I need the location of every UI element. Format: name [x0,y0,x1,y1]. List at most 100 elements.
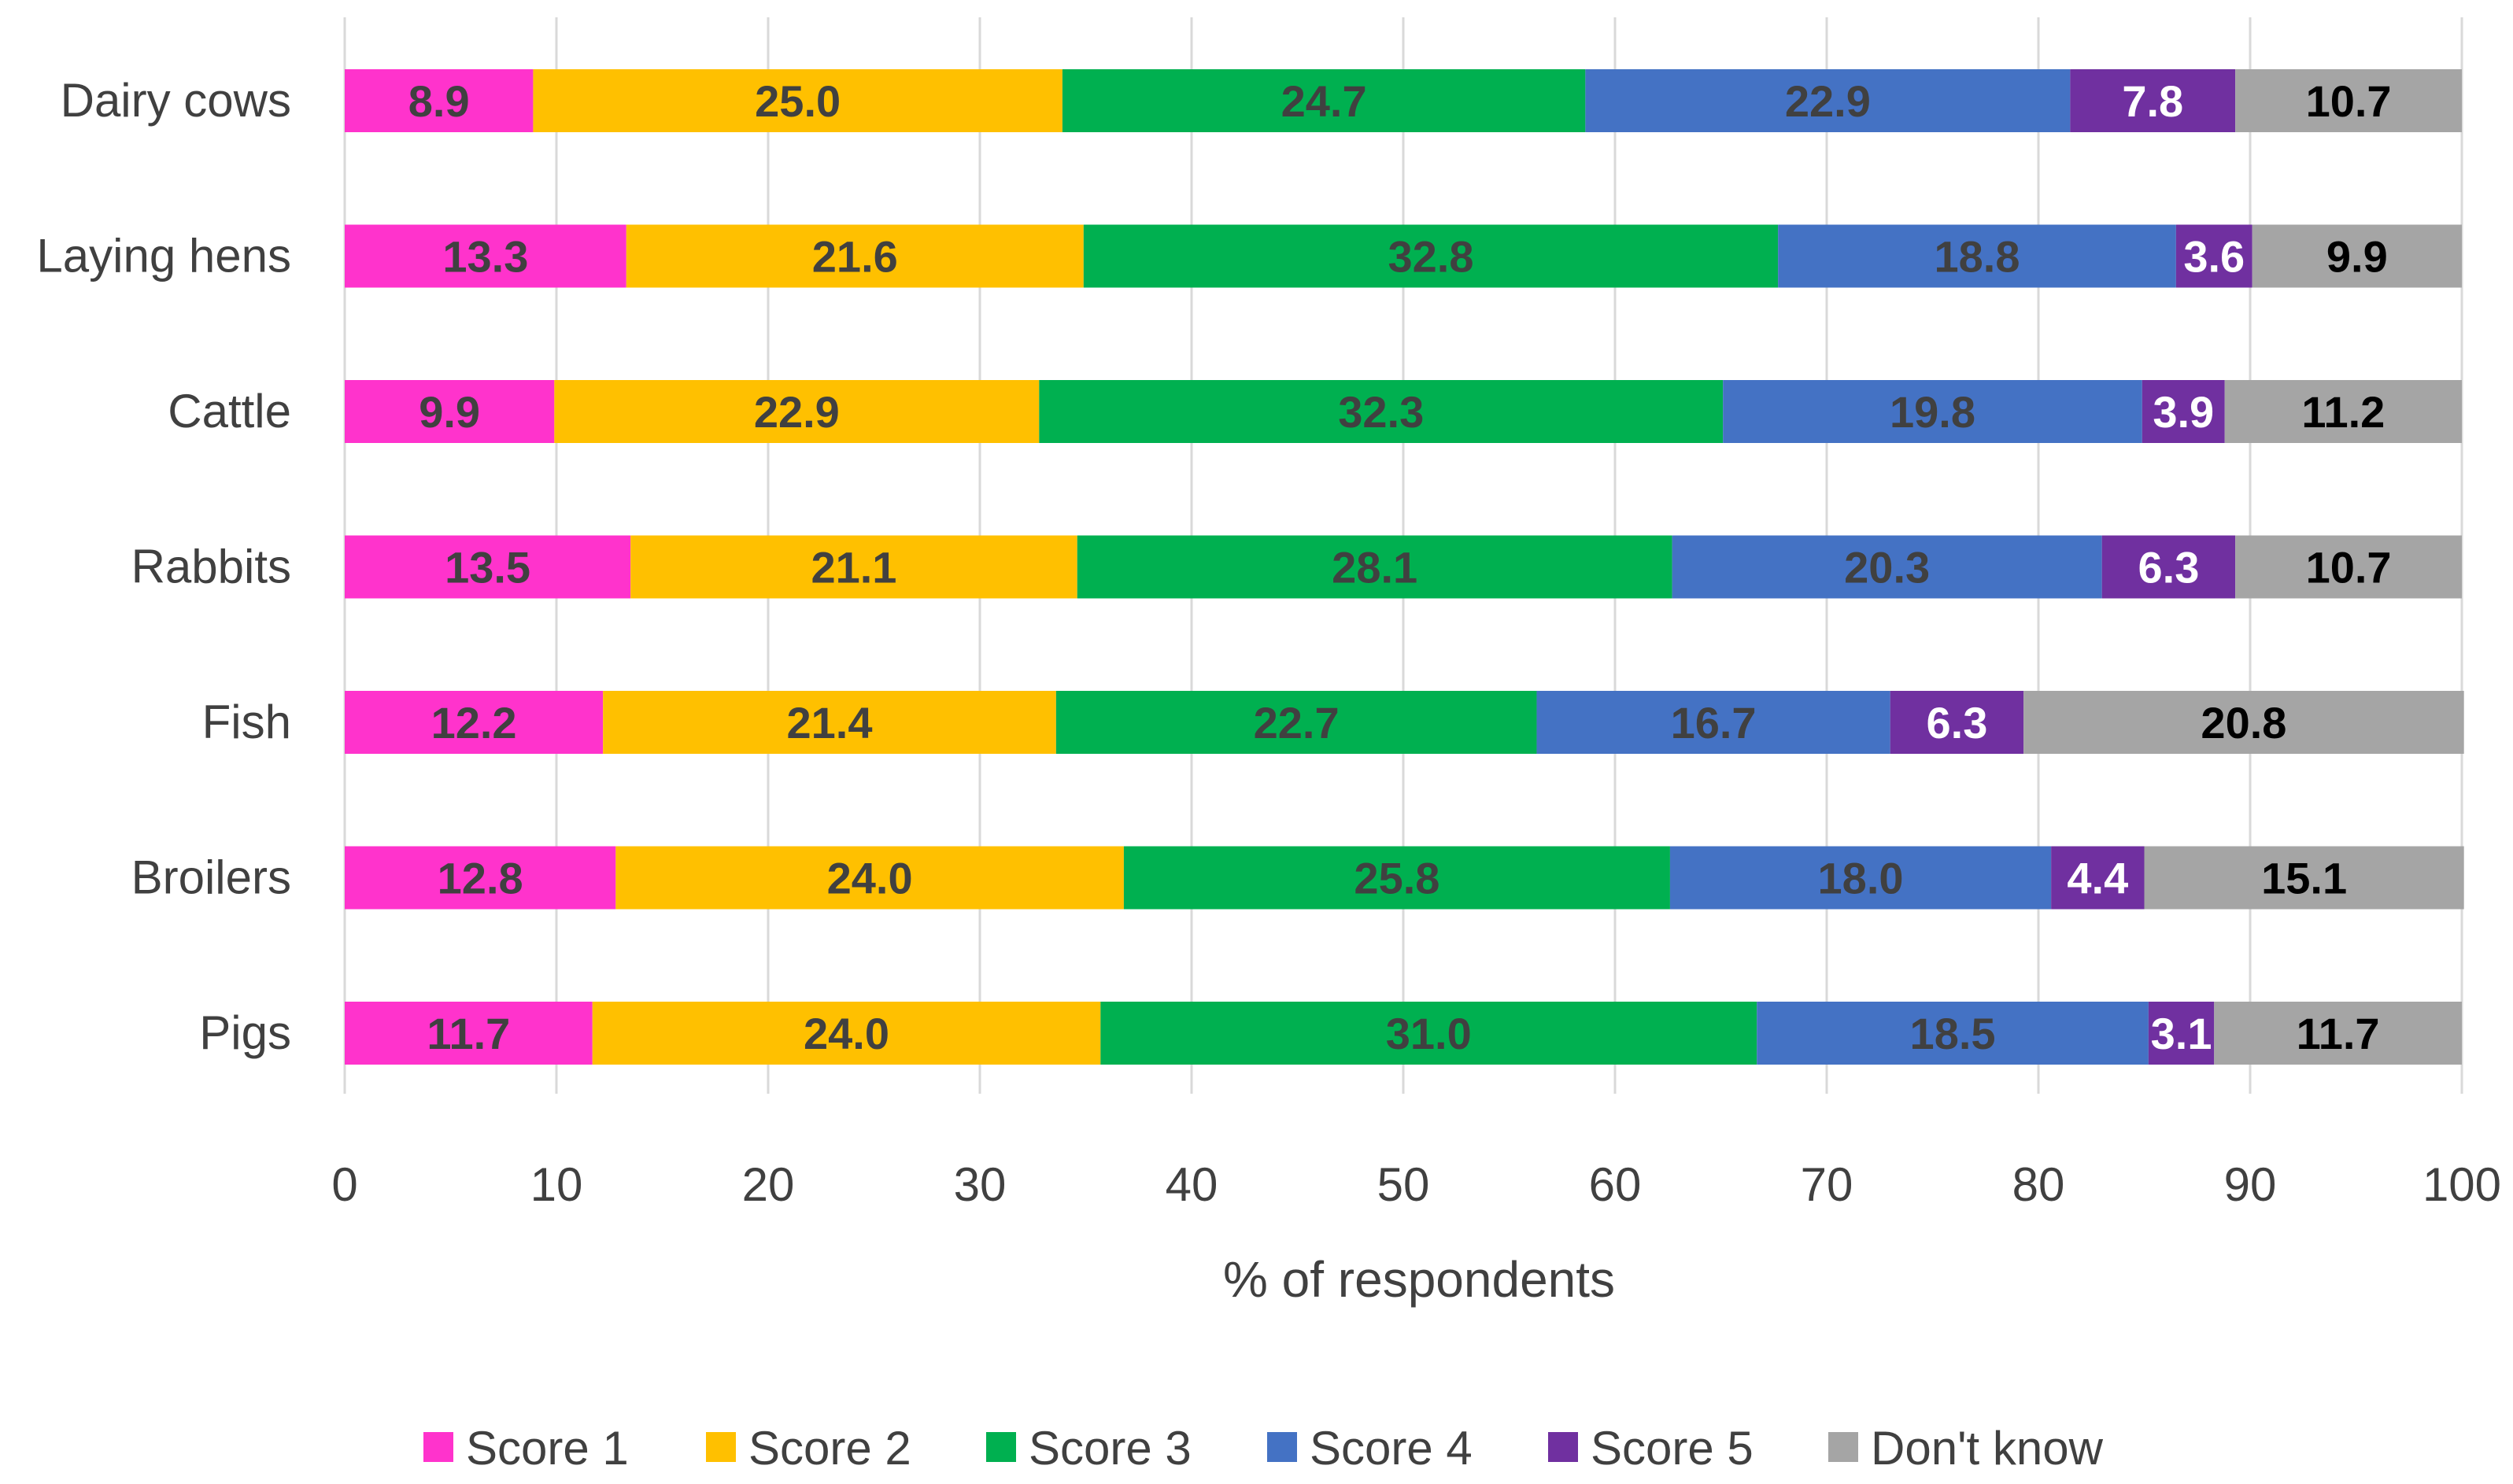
bar-segment [345,846,616,910]
bar-segment [2070,69,2236,132]
data-label: 13.5 [445,543,530,592]
bar-segment [2175,224,2252,288]
legend-label: Score 2 [748,1422,911,1475]
data-label: 32.8 [1388,232,1473,282]
data-label: 6.3 [2138,543,2200,592]
data-label: 24.0 [804,1009,889,1058]
bar-segment [2252,224,2462,288]
category-label: Laying hens [36,230,291,282]
bar-segment [603,691,1056,754]
bar-segment [345,691,604,754]
category-label: Broilers [131,851,291,904]
legend-swatch [986,1432,1016,1462]
bar-segment [1039,380,1724,443]
bar-segment [345,1002,593,1065]
category-label: Fish [202,696,291,748]
bar-segment [1123,846,1670,910]
bar-segment [2214,1002,2462,1065]
data-label: 18.8 [1934,232,2020,282]
bar-segment [1672,535,2102,599]
category-labels: Dairy cows Laying hens Cattle Rabbits Fish Br… [36,74,291,1059]
data-label: 11.7 [2297,1009,2380,1058]
legend-label: Score 5 [1591,1422,1754,1475]
data-label: 8.9 [408,76,470,126]
bar-segment [1083,224,1779,288]
data-label: 22.9 [1785,76,1871,126]
data-label: 12.8 [438,854,523,903]
category-label: Cattle [168,385,291,437]
legend: Score 1 Score 2 Score 3 Score 4 Score 5 Don't… [423,1422,2104,1475]
legend-label: Score 4 [1310,1422,1473,1475]
data-label: 22.9 [754,387,840,437]
data-label: 3.6 [2183,232,2245,282]
bar-segment [2235,535,2462,599]
legend-swatch [706,1432,736,1462]
x-tick-label: 30 [954,1158,1007,1211]
x-tick-label: 90 [2224,1158,2277,1211]
legend-label: Don't know [1871,1422,2104,1475]
data-label: 3.9 [2153,387,2214,437]
bar-segment [1100,1002,1757,1065]
bar-segment [345,224,626,288]
data-label: 18.5 [1910,1009,1996,1058]
x-tick-label: 60 [1589,1158,1642,1211]
x-tick-label: 0 [331,1158,357,1211]
data-label: 20.8 [2201,698,2286,748]
data-label: 21.1 [811,543,896,592]
x-tick-label: 10 [530,1158,583,1211]
bar-segment [1778,224,2176,288]
data-label: 32.3 [1338,387,1424,437]
legend-swatch [1828,1432,1858,1462]
data-label: 10.7 [2306,543,2392,592]
x-axis: 0 10 20 30 40 50 60 70 80 90 100 [331,1158,2501,1211]
bar-segment [1669,846,2052,910]
data-label: 16.7 [1671,698,1757,748]
bar-segment [345,535,631,599]
data-label: 21.6 [812,232,898,282]
bar-segment [1723,380,2142,443]
bar-segment [615,846,1124,910]
bar-segment [533,69,1062,132]
x-tick-label: 70 [1801,1158,1853,1211]
data-label: 25.8 [1354,854,1439,903]
legend-label: Score 3 [1029,1422,1192,1475]
bar-segment [1890,691,2024,754]
bar-segment [2051,846,2145,910]
bar-segment [2224,380,2462,443]
x-tick-label: 80 [2012,1158,2065,1211]
bar-segment [2142,380,2225,443]
bar-segment [345,380,555,443]
data-label: 13.3 [442,232,528,282]
data-label: 18.0 [1818,854,1904,903]
x-tick-label: 40 [1166,1158,1218,1211]
data-label: 19.8 [1890,387,1975,437]
data-label: 25.0 [755,76,841,126]
bar-segment [592,1002,1101,1065]
bar-segment [2148,1002,2215,1065]
x-tick-label: 20 [742,1158,795,1211]
category-label: Rabbits [131,541,291,593]
data-label: 11.7 [427,1009,510,1058]
data-label: 9.9 [419,387,480,437]
data-label: 12.2 [431,698,517,748]
bar-segment [2144,846,2464,910]
data-label: 24.0 [827,854,913,903]
legend-swatch [423,1432,453,1462]
data-label: 4.4 [2067,854,2128,903]
bar-segment [1757,1002,2149,1065]
bar-segment [1077,535,1672,599]
data-label: 3.1 [2151,1009,2212,1058]
category-label: Dairy cows [61,74,291,127]
legend-label: Score 1 [466,1422,629,1475]
data-label: 31.0 [1386,1009,1472,1058]
data-label: 15.1 [2261,854,2347,903]
data-label: 9.9 [2326,232,2388,282]
data-label: 10.7 [2306,76,2392,126]
x-tick-label: 50 [1377,1158,1430,1211]
data-label: 21.4 [787,698,873,748]
data-label: 22.7 [1254,698,1340,748]
bars: 8.9 25.0 24.7 22.9 7.8 10.7 13.3 21.6 32.8 18.8 3.… [345,69,2464,1065]
bar-segment [626,224,1084,288]
